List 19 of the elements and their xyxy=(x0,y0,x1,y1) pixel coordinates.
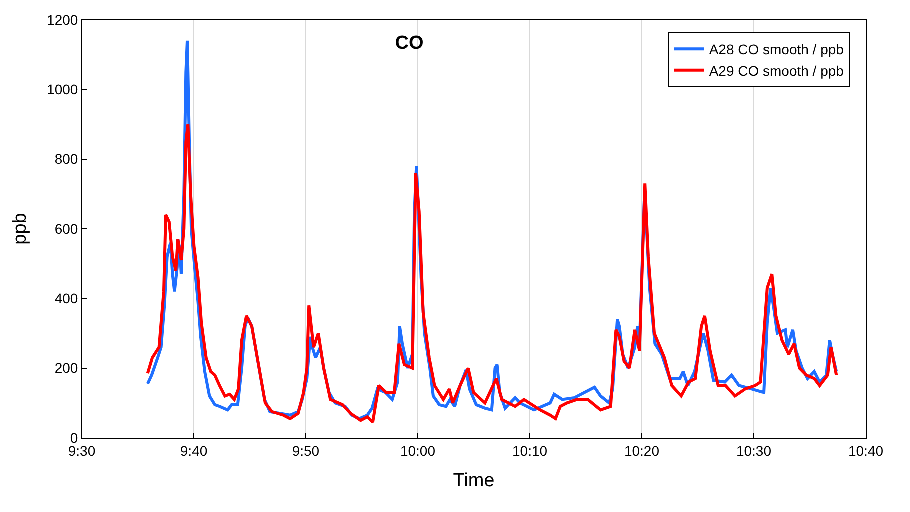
x-tick-label: 9:50 xyxy=(292,442,320,459)
y-tick-label: 800 xyxy=(54,151,78,168)
y-tick-label: 1000 xyxy=(47,82,78,98)
x-tick-label: 10:40 xyxy=(848,442,884,459)
y-tick-label: 200 xyxy=(54,360,78,376)
legend-label: A29 CO smooth / ppb xyxy=(709,62,844,79)
x-tick-label: 10:10 xyxy=(512,442,548,459)
x-axis-title: Time xyxy=(453,470,495,492)
y-tick-label: 1200 xyxy=(47,12,78,28)
text: CO xyxy=(395,33,424,54)
y-axis-title: ppb xyxy=(10,213,31,245)
legend-label: A28 CO smooth / ppb xyxy=(709,42,844,58)
x-tick-label: 9:40 xyxy=(180,442,208,459)
line-series xyxy=(146,123,838,424)
x-tick-label: 10:00 xyxy=(400,442,436,459)
x-tick-label: 10:20 xyxy=(624,442,660,459)
y-tick-label: 600 xyxy=(54,220,78,237)
x-tick-label: 10:30 xyxy=(736,442,772,459)
y-tick-label: 400 xyxy=(54,290,78,307)
